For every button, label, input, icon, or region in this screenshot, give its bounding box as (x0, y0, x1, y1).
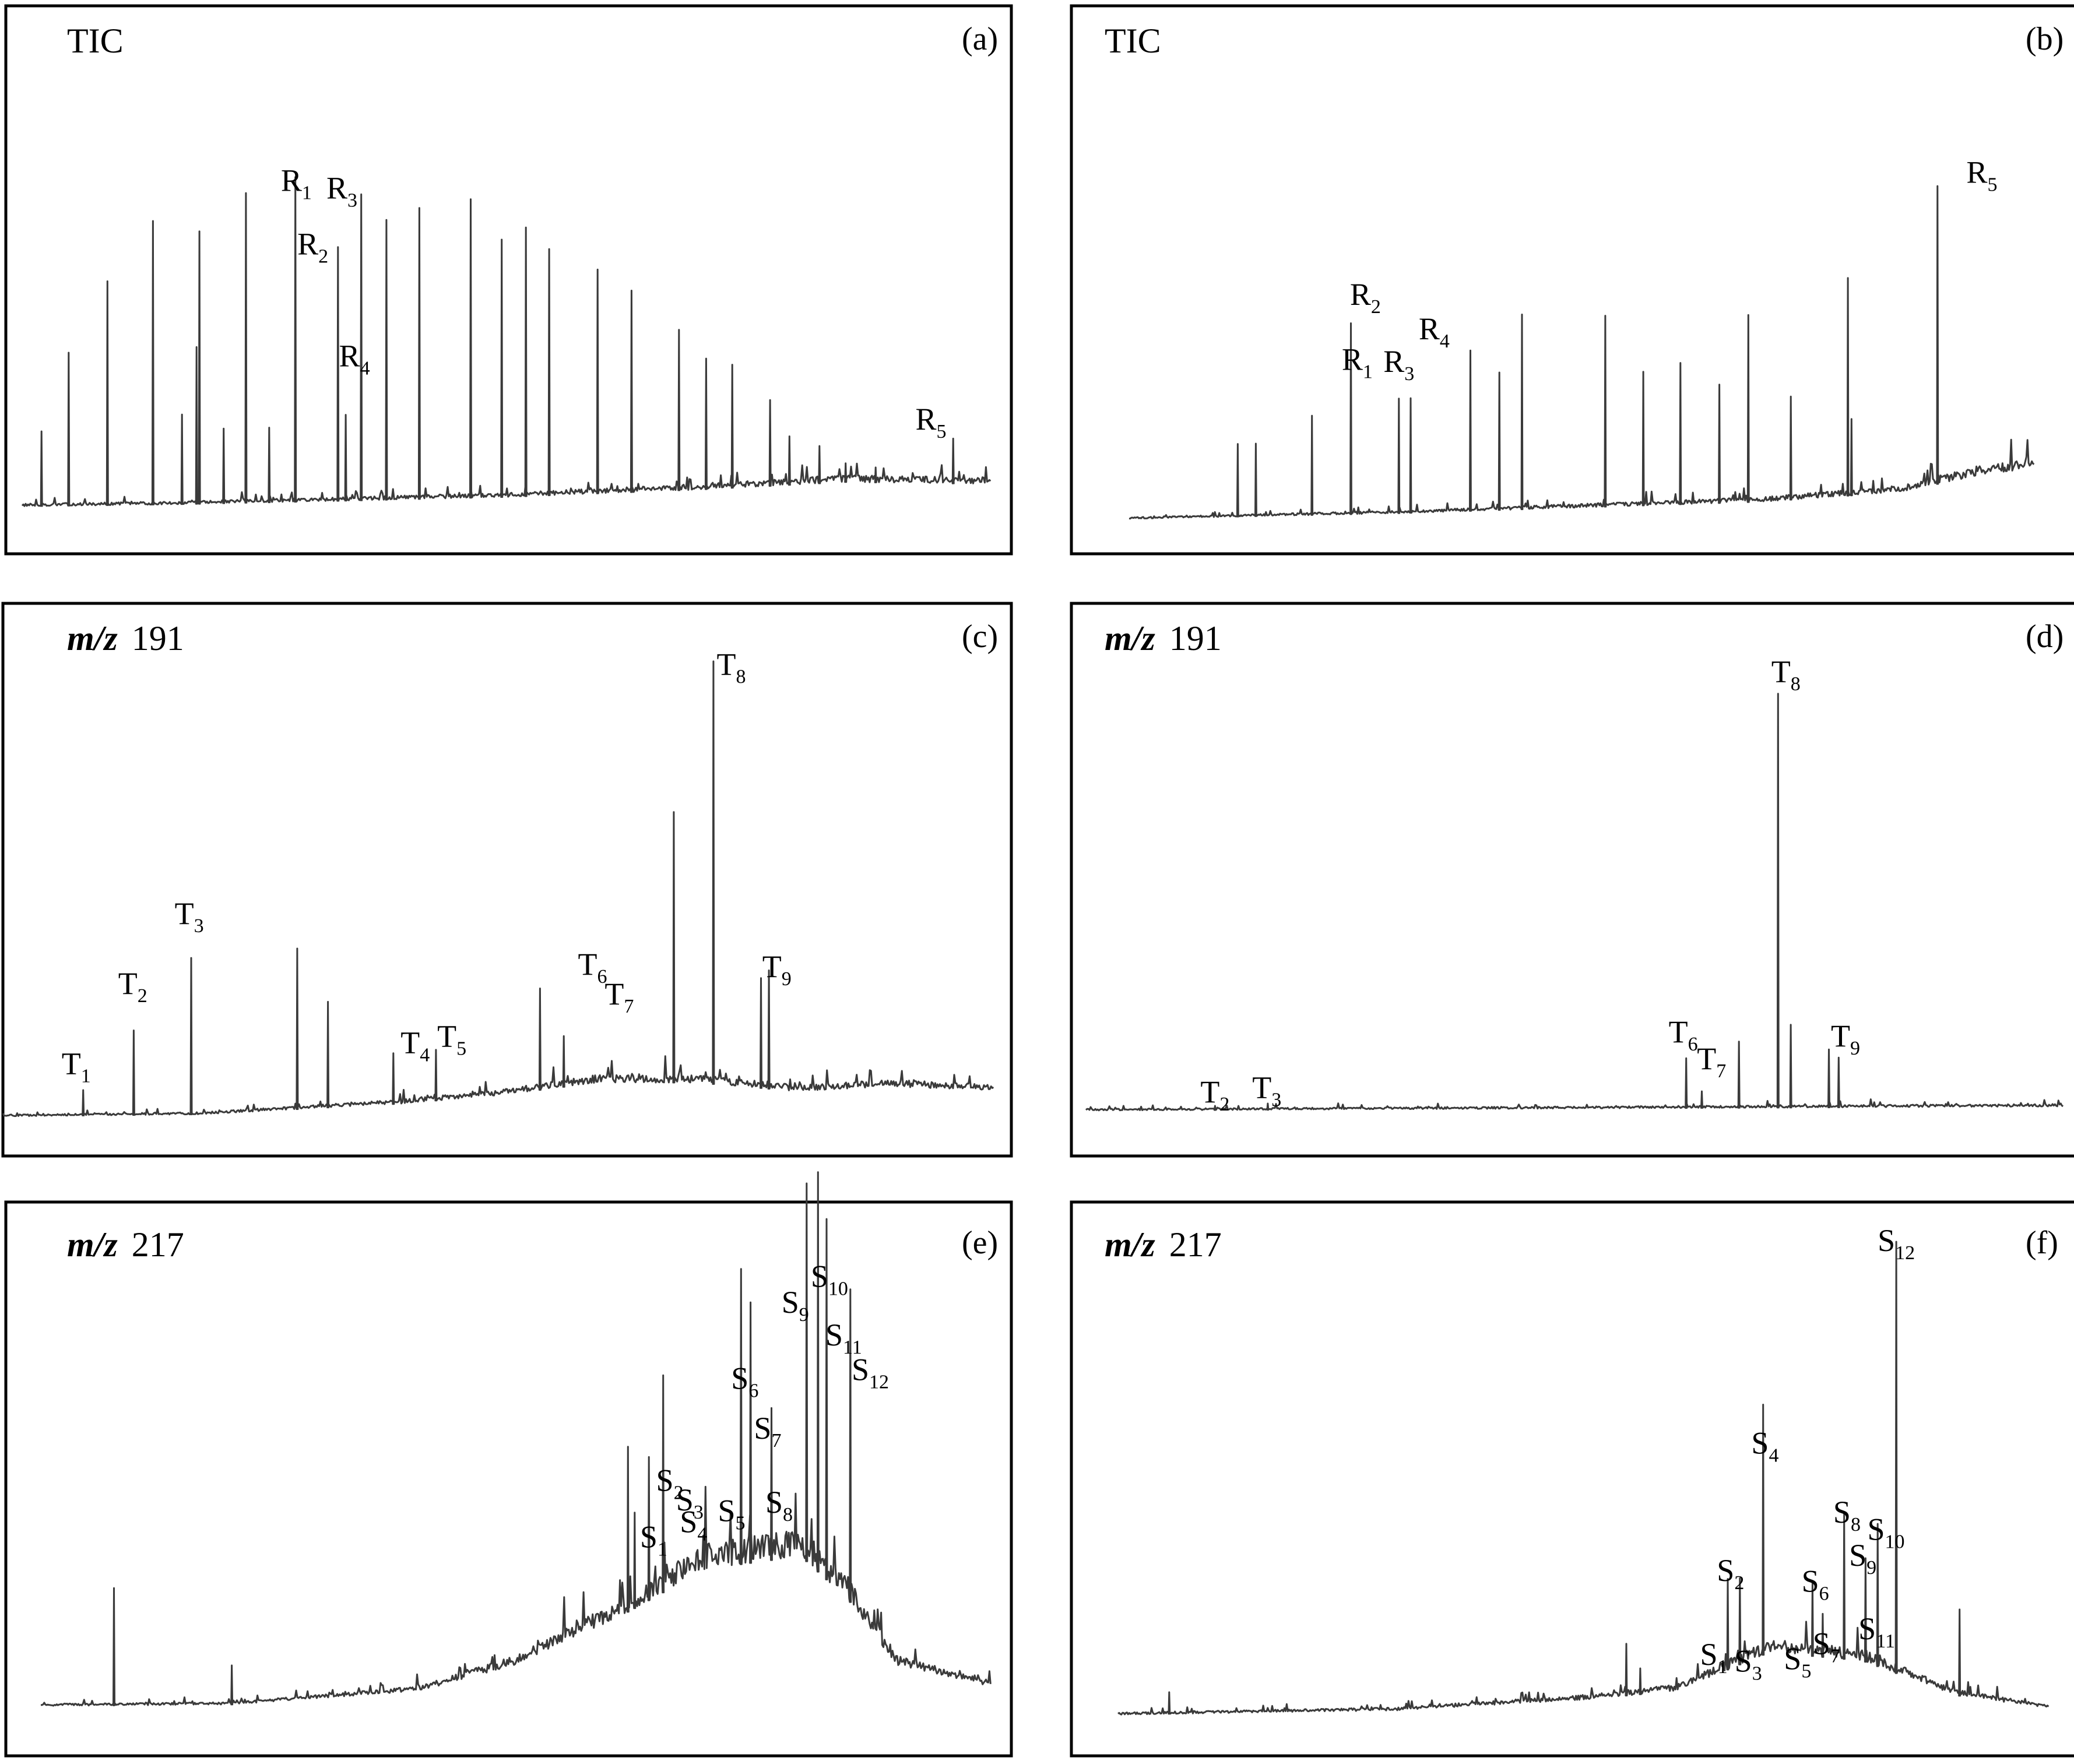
peak-label: R3 (1383, 344, 1414, 385)
panel-title: TIC (67, 22, 124, 60)
panel-title-number: 191 (1169, 619, 1222, 658)
peak-label: S8 (1833, 1495, 1861, 1535)
peak-label: R4 (339, 338, 370, 379)
panel-letter: (b) (2026, 21, 2064, 57)
peak-label: S4 (680, 1504, 707, 1545)
panel-title-number: 217 (1169, 1225, 1222, 1264)
chromatogram-trace (41, 1171, 992, 1707)
peak-label: T9 (762, 949, 792, 990)
peak-label: S10 (811, 1259, 848, 1299)
panel-title: m/z 217 (67, 1225, 184, 1264)
peak-label: T6 (1669, 1014, 1698, 1055)
panel-letter: (d) (2026, 619, 2064, 655)
panel-frame (1, 602, 1013, 1158)
peak-label: T8 (717, 646, 746, 687)
panel-title: m/z 191 (1105, 619, 1222, 658)
panel-title-number: 217 (132, 1225, 184, 1264)
peak-label: T3 (1252, 1070, 1281, 1111)
peak-label: S9 (782, 1285, 809, 1326)
peak-label: S7 (754, 1411, 781, 1452)
peak-label: T1 (62, 1046, 91, 1087)
peak-label: T9 (1831, 1018, 1860, 1059)
chromatogram-trace (2, 660, 994, 1118)
peak-label: S12 (852, 1352, 889, 1393)
peak-label: T6 (578, 947, 607, 988)
panel-title-number: 191 (132, 619, 184, 658)
peak-label: S2 (656, 1463, 684, 1504)
peak-label: T2 (1200, 1074, 1229, 1115)
peak-label: S3 (1735, 1643, 1762, 1684)
peak-label: S1 (640, 1519, 667, 1560)
panel-title: m/z 191 (67, 619, 184, 658)
panel-letter: (e) (962, 1225, 998, 1261)
panel-title-mz: m/z (1105, 1225, 1155, 1264)
peak-label: S9 (1849, 1538, 1876, 1579)
peak-label: S7 (1813, 1626, 1840, 1667)
panel-letter: (c) (962, 619, 998, 655)
peak-label: S2 (1717, 1553, 1744, 1594)
chart-panel: TIC (a) R1 R2 R3 R4 R5 (4, 4, 1013, 556)
panel-frame (4, 4, 1013, 556)
peak-label: S10 (1868, 1512, 1905, 1553)
panel-title-mz: m/z (1105, 619, 1155, 658)
peak-label: R1 (1342, 342, 1373, 383)
peak-label: R1 (281, 163, 312, 204)
peak-label: S5 (1784, 1642, 1811, 1682)
peak-label: T3 (175, 896, 204, 937)
chromatogram-trace (21, 176, 992, 507)
peak-label: S8 (765, 1485, 793, 1526)
panel-frame (4, 1200, 1013, 1758)
peak-label: T7 (604, 976, 634, 1017)
panel-frame (1070, 1200, 2074, 1758)
peak-label: T7 (1697, 1041, 1726, 1082)
panel-title: TIC (1105, 22, 1161, 60)
panel-frame (1070, 4, 2074, 556)
peak-label: S6 (731, 1361, 758, 1401)
panel-title-mz: m/z (67, 619, 118, 658)
peak-label: S3 (676, 1482, 704, 1523)
panel-title-mz: m/z (67, 1225, 118, 1264)
chromatogram-trace (1085, 693, 2064, 1112)
panel-letter: (f) (2026, 1225, 2058, 1261)
panel-title: m/z 217 (1105, 1225, 1222, 1264)
chromatogram-trace (1129, 185, 2035, 520)
peak-label: R4 (1419, 311, 1450, 352)
peak-label: T5 (437, 1018, 466, 1059)
peak-label: R2 (1350, 277, 1381, 318)
peak-label: T2 (118, 966, 147, 1007)
peak-label: S4 (1751, 1426, 1778, 1467)
peak-label: S6 (1802, 1563, 1829, 1604)
peak-label: R2 (297, 226, 328, 267)
peak-label: S5 (718, 1494, 745, 1534)
peak-label: R5 (1966, 155, 1997, 196)
peak-label: S12 (1878, 1223, 1915, 1264)
peak-label: S1 (1700, 1637, 1728, 1678)
panel-letter: (a) (962, 21, 998, 57)
chromatogram-trace (1117, 1241, 2050, 1716)
panel-frame (1070, 602, 2074, 1158)
peak-label: S11 (1858, 1611, 1895, 1652)
peak-label: R3 (326, 170, 357, 211)
peak-label: R5 (915, 402, 946, 442)
peak-label: S11 (825, 1317, 862, 1358)
peak-label: T4 (400, 1025, 430, 1066)
peak-label: T8 (1771, 654, 1801, 695)
